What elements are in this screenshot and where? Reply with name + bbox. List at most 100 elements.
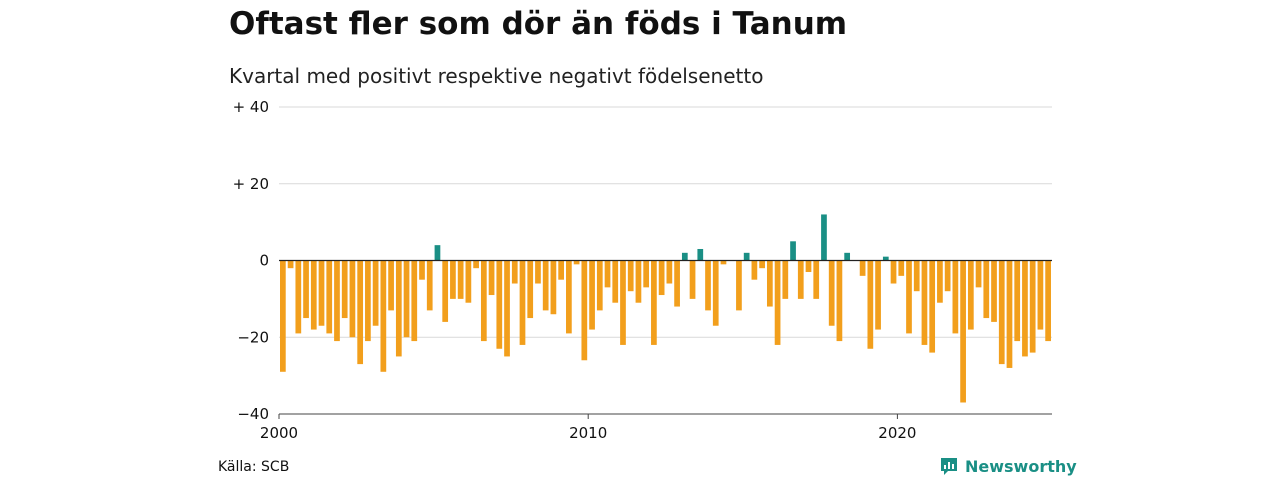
bar-negative <box>411 260 418 342</box>
bar-negative <box>380 260 387 372</box>
bar-negative <box>457 260 464 299</box>
bar-negative <box>341 260 348 319</box>
bar-negative <box>442 260 449 322</box>
bar-negative <box>766 260 773 307</box>
bar-negative <box>666 260 673 284</box>
bar-negative <box>310 260 317 330</box>
bar-negative <box>558 260 564 280</box>
bar-negative <box>604 260 611 288</box>
bar-negative <box>496 260 503 349</box>
bar-negative <box>782 260 789 299</box>
bar-negative <box>674 260 680 307</box>
bar-negative <box>566 260 572 334</box>
bar-negative <box>1029 260 1036 353</box>
bar-negative <box>511 260 518 284</box>
bar-negative <box>318 260 325 326</box>
bar-negative <box>488 260 495 296</box>
x-axis: 2000 2010 2020 <box>260 413 1052 442</box>
bar-negative <box>805 260 812 273</box>
bar-negative <box>419 260 425 280</box>
bar-negative <box>944 260 951 292</box>
x-tick-label: 2020 <box>878 424 916 442</box>
bar-negative <box>689 260 696 299</box>
bar-negative <box>898 260 905 276</box>
bar-negative <box>357 260 364 365</box>
bar-negative <box>658 260 665 296</box>
bar-negative <box>751 260 758 280</box>
bar-negative <box>797 260 804 299</box>
y-tick-label: −20 <box>237 328 269 346</box>
bar-negative <box>504 260 510 357</box>
bar-negative <box>519 260 526 345</box>
bar-positive <box>844 252 851 261</box>
bar-negative <box>937 260 943 303</box>
bar-positive <box>882 256 889 261</box>
bar-positive <box>434 245 441 261</box>
bar-negative <box>828 260 835 326</box>
bar-negative <box>759 260 765 269</box>
bar-negative <box>450 260 456 299</box>
bar-negative <box>465 260 472 303</box>
bar-negative <box>836 260 843 342</box>
bar-negative <box>875 260 881 330</box>
bar-negative <box>967 260 974 330</box>
chart-subtitle: Kvartal med positivt respektive negativt… <box>229 64 764 88</box>
x-tick-label: 2010 <box>569 424 607 442</box>
bar-negative <box>303 260 309 319</box>
bar-negative <box>280 260 286 372</box>
bar-negative <box>349 260 356 338</box>
bar-negative <box>480 260 487 342</box>
bar-negative <box>542 260 549 311</box>
bar-negative <box>627 260 634 292</box>
brand-name: Newsworthy <box>965 456 1077 476</box>
bar-negative <box>403 260 410 338</box>
bar-negative <box>890 260 897 284</box>
newsworthy-logo-icon <box>941 458 957 475</box>
bar-negative <box>550 260 557 315</box>
bar-negative <box>295 260 302 334</box>
bar-positive <box>743 252 750 261</box>
bar-negative <box>991 260 997 322</box>
bar-negative <box>913 260 920 292</box>
bar-positive <box>790 241 796 261</box>
bar-negative <box>612 260 619 303</box>
bar-positive <box>697 248 704 261</box>
bar-negative <box>334 260 340 342</box>
bar-negative <box>1045 260 1051 342</box>
bar-negative <box>473 260 479 269</box>
bar-negative <box>620 260 626 345</box>
bar-negative <box>867 260 874 349</box>
bar-negative <box>573 260 580 265</box>
brand-logo: Newsworthy <box>939 456 1077 476</box>
bar-negative <box>929 260 936 353</box>
y-axis-labels: + 40 + 20 0 −20 −40 <box>233 98 269 423</box>
bar-negative <box>527 260 534 319</box>
bar-positive <box>821 214 827 261</box>
bar-negative <box>535 260 541 284</box>
bar-negative <box>952 260 959 334</box>
bar-negative <box>581 260 588 361</box>
bar-negative <box>921 260 928 345</box>
bar-negative <box>1022 260 1028 357</box>
bar-negative <box>643 260 650 288</box>
bar-negative <box>365 260 371 342</box>
source-note: Källa: SCB <box>218 459 290 475</box>
bar-negative <box>906 260 912 334</box>
bar-negative <box>651 260 657 345</box>
bar-negative <box>720 260 727 265</box>
x-tick-label: 2000 <box>260 424 298 442</box>
bar-negative <box>705 260 711 311</box>
bar-negative <box>635 260 642 303</box>
bar-negative <box>813 260 820 299</box>
bar-negative <box>960 260 966 403</box>
bar-negative <box>1006 260 1013 368</box>
y-tick-label: −40 <box>237 405 269 423</box>
bar-negative <box>589 260 595 330</box>
bar-negative <box>712 260 719 326</box>
bar-negative <box>388 260 394 311</box>
bar-negative <box>983 260 990 319</box>
bar-positive <box>681 252 688 261</box>
bar-negative <box>998 260 1005 365</box>
bar-negative <box>975 260 982 288</box>
